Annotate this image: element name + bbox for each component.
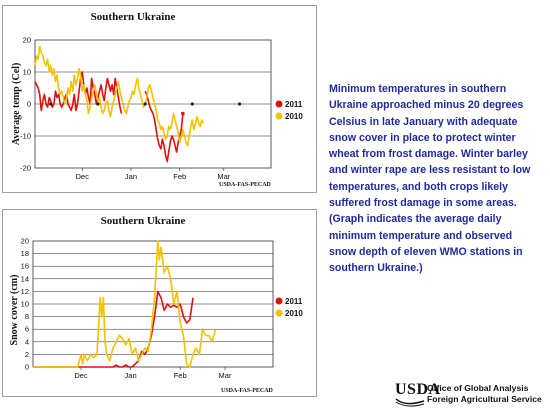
legend-label-2011: 2011 <box>285 297 303 306</box>
y-tick-label: -20 <box>20 164 31 173</box>
y-tick-label: 0 <box>25 363 29 372</box>
legend-marker-2011 <box>275 297 283 305</box>
series-line-2011 <box>34 71 123 114</box>
zero-line-marker <box>190 102 194 106</box>
footer-line-office: Office of Global Analysis <box>427 383 529 393</box>
zero-line-marker <box>49 102 53 106</box>
y-tick-label: 16 <box>21 262 29 271</box>
footer-line-service: Foreign Agricultural Service <box>427 393 542 404</box>
y-tick-label: 2 <box>25 350 29 359</box>
x-tick-label: Dec <box>76 172 90 181</box>
y-tick-label: 20 <box>23 36 31 45</box>
snow-cover-chart-svg: Southern Ukraine Snow cover (cm) USDA-FA… <box>9 215 304 394</box>
snow-cover-y-axis-label: Snow cover (cm) <box>9 275 20 346</box>
y-tick-label: 6 <box>25 325 29 334</box>
y-tick-label: 0 <box>27 100 31 109</box>
series-line-2010 <box>34 45 205 147</box>
legend-label-2010: 2010 <box>285 309 303 318</box>
temperature-chart-title: Southern Ukraine <box>91 11 176 23</box>
x-tick-label: Feb <box>174 371 187 380</box>
usda-logo-text: USDA <box>395 381 441 398</box>
snow-cover-chart-source: USDA-FAS-PECAD <box>221 388 274 394</box>
zero-line-marker <box>143 102 147 106</box>
usda-swoosh-icon <box>395 398 425 407</box>
footer-agency-text: Office of Global Analysis Foreign Agricu… <box>427 383 542 404</box>
y-tick-label: 14 <box>21 274 29 283</box>
y-tick-label: 12 <box>21 287 29 296</box>
series-end-marker-2011 <box>181 111 185 116</box>
x-tick-label: Dec <box>74 371 88 380</box>
y-tick-label: 20 <box>21 237 29 246</box>
legend-marker-2010 <box>275 309 283 317</box>
temperature-chart-source: USDA-FAS-PECAD <box>219 182 272 188</box>
temperature-chart-svg: Southern Ukraine Average temp (Cel) USDA… <box>11 11 303 188</box>
x-tick-label: Jan <box>125 172 137 181</box>
y-tick-label: 18 <box>21 249 29 258</box>
temperature-chart: Southern Ukraine Average temp (Cel) USDA… <box>2 5 317 193</box>
y-tick-label: 10 <box>23 68 31 77</box>
temperature-y-axis-label: Average temp (Cel) <box>11 63 22 146</box>
y-tick-label: 8 <box>25 312 29 321</box>
snow-cover-chart-title: Southern Ukraine <box>101 215 186 227</box>
series-line-2011 <box>144 90 184 163</box>
x-tick-label: Mar <box>219 371 232 380</box>
y-tick-label: -10 <box>20 132 31 141</box>
legend-marker-2010 <box>275 112 283 120</box>
zero-line-marker <box>237 102 242 106</box>
series-line-2011 <box>33 290 194 368</box>
x-tick-label: Mar <box>217 172 230 181</box>
y-tick-label: 4 <box>25 337 29 346</box>
legend-marker-2011 <box>275 100 283 108</box>
zero-line-marker <box>96 102 100 106</box>
series-line-2010 <box>33 240 217 368</box>
snow-cover-chart: Southern Ukraine Snow cover (cm) USDA-FA… <box>2 209 317 397</box>
description-text: Minimum temperatures in southern Ukraine… <box>329 83 531 275</box>
legend-label-2011: 2011 <box>285 100 303 109</box>
x-tick-label: Jan <box>125 371 137 380</box>
legend-label-2010: 2010 <box>285 112 303 121</box>
y-tick-label: 10 <box>21 300 29 309</box>
x-tick-label: Feb <box>173 172 186 181</box>
